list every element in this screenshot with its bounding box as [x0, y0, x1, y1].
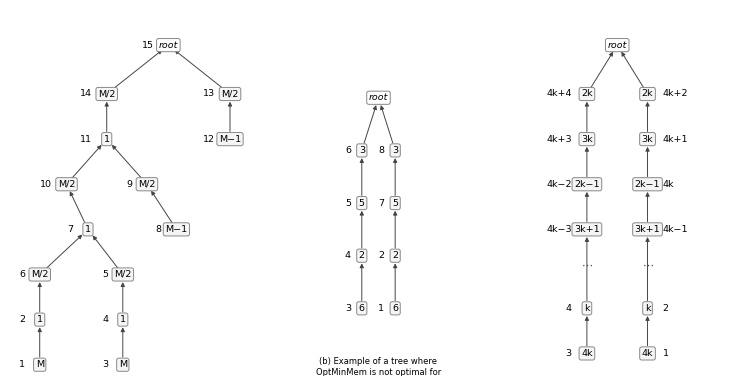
Text: 4k−3: 4k−3: [546, 225, 572, 234]
Text: 1: 1: [103, 135, 109, 144]
Text: 1: 1: [85, 225, 91, 234]
Text: 11: 11: [80, 135, 92, 144]
Text: 8: 8: [156, 225, 162, 234]
Text: 1: 1: [19, 360, 25, 369]
Text: 2k: 2k: [581, 89, 593, 99]
Text: 8: 8: [378, 146, 384, 155]
Text: M: M: [119, 360, 127, 369]
Text: 4k: 4k: [581, 349, 593, 358]
Text: 3k+1: 3k+1: [574, 225, 599, 234]
Text: 6: 6: [19, 270, 25, 279]
Text: 2: 2: [19, 315, 25, 324]
Text: M/2: M/2: [98, 89, 116, 99]
Text: 2: 2: [359, 251, 365, 260]
Text: M/2: M/2: [31, 270, 48, 279]
Text: 5: 5: [392, 199, 398, 208]
Text: 7: 7: [378, 199, 384, 208]
Text: 2: 2: [663, 304, 669, 313]
Text: 6: 6: [345, 146, 351, 155]
Text: 3: 3: [565, 349, 572, 358]
Text: M−1: M−1: [165, 225, 187, 234]
Text: (b) Example of a tree where
OptMinMem is not optimal for
Minio (M = 6).: (b) Example of a tree where OptMinMem is…: [316, 357, 441, 376]
Text: 3k: 3k: [642, 135, 653, 144]
Text: 2k−1: 2k−1: [574, 180, 599, 189]
Text: 5: 5: [102, 270, 108, 279]
Text: M/2: M/2: [58, 180, 76, 189]
Text: 4k+3: 4k+3: [546, 135, 572, 144]
Text: 1: 1: [663, 349, 669, 358]
Text: 4k+4: 4k+4: [547, 89, 572, 99]
Text: 15: 15: [142, 41, 153, 50]
Text: 2k−1: 2k−1: [635, 180, 661, 189]
Text: 3: 3: [345, 304, 351, 313]
Text: 3k+1: 3k+1: [635, 225, 661, 234]
Text: root: root: [608, 41, 627, 50]
Text: $\cdots$: $\cdots$: [642, 260, 654, 270]
Text: 4k: 4k: [663, 180, 674, 189]
Text: 2: 2: [378, 251, 384, 260]
Text: 1: 1: [37, 315, 43, 324]
Text: 3: 3: [392, 146, 398, 155]
Text: M−1: M−1: [219, 135, 241, 144]
Text: 1: 1: [378, 304, 384, 313]
Text: 12: 12: [203, 135, 215, 144]
Text: k: k: [584, 304, 590, 313]
Text: 4k+2: 4k+2: [663, 89, 688, 99]
Text: root: root: [368, 93, 388, 102]
Text: 2: 2: [392, 251, 398, 260]
Text: 4k+1: 4k+1: [663, 135, 688, 144]
Text: 4k−1: 4k−1: [663, 225, 688, 234]
Text: 13: 13: [203, 89, 215, 99]
Text: 9: 9: [126, 180, 132, 189]
Text: root: root: [159, 41, 178, 50]
Text: 4k: 4k: [642, 349, 653, 358]
Text: 4: 4: [102, 315, 108, 324]
Text: $\cdots$: $\cdots$: [581, 260, 593, 270]
Text: 4k−2: 4k−2: [547, 180, 572, 189]
Text: k: k: [645, 304, 650, 313]
Text: 5: 5: [359, 199, 365, 208]
Text: 4: 4: [565, 304, 572, 313]
Text: 4: 4: [345, 251, 351, 260]
Text: 3: 3: [359, 146, 365, 155]
Text: 3: 3: [102, 360, 108, 369]
Text: 6: 6: [392, 304, 398, 313]
Text: M/2: M/2: [138, 180, 156, 189]
Text: M/2: M/2: [114, 270, 131, 279]
Text: 2k: 2k: [642, 89, 653, 99]
Text: 6: 6: [359, 304, 365, 313]
Text: 10: 10: [40, 180, 52, 189]
Text: 7: 7: [67, 225, 73, 234]
Text: M: M: [35, 360, 44, 369]
Text: 1: 1: [120, 315, 126, 324]
Text: 14: 14: [80, 89, 92, 99]
Text: M/2: M/2: [221, 89, 239, 99]
Text: 5: 5: [345, 199, 351, 208]
Text: 3k: 3k: [581, 135, 593, 144]
